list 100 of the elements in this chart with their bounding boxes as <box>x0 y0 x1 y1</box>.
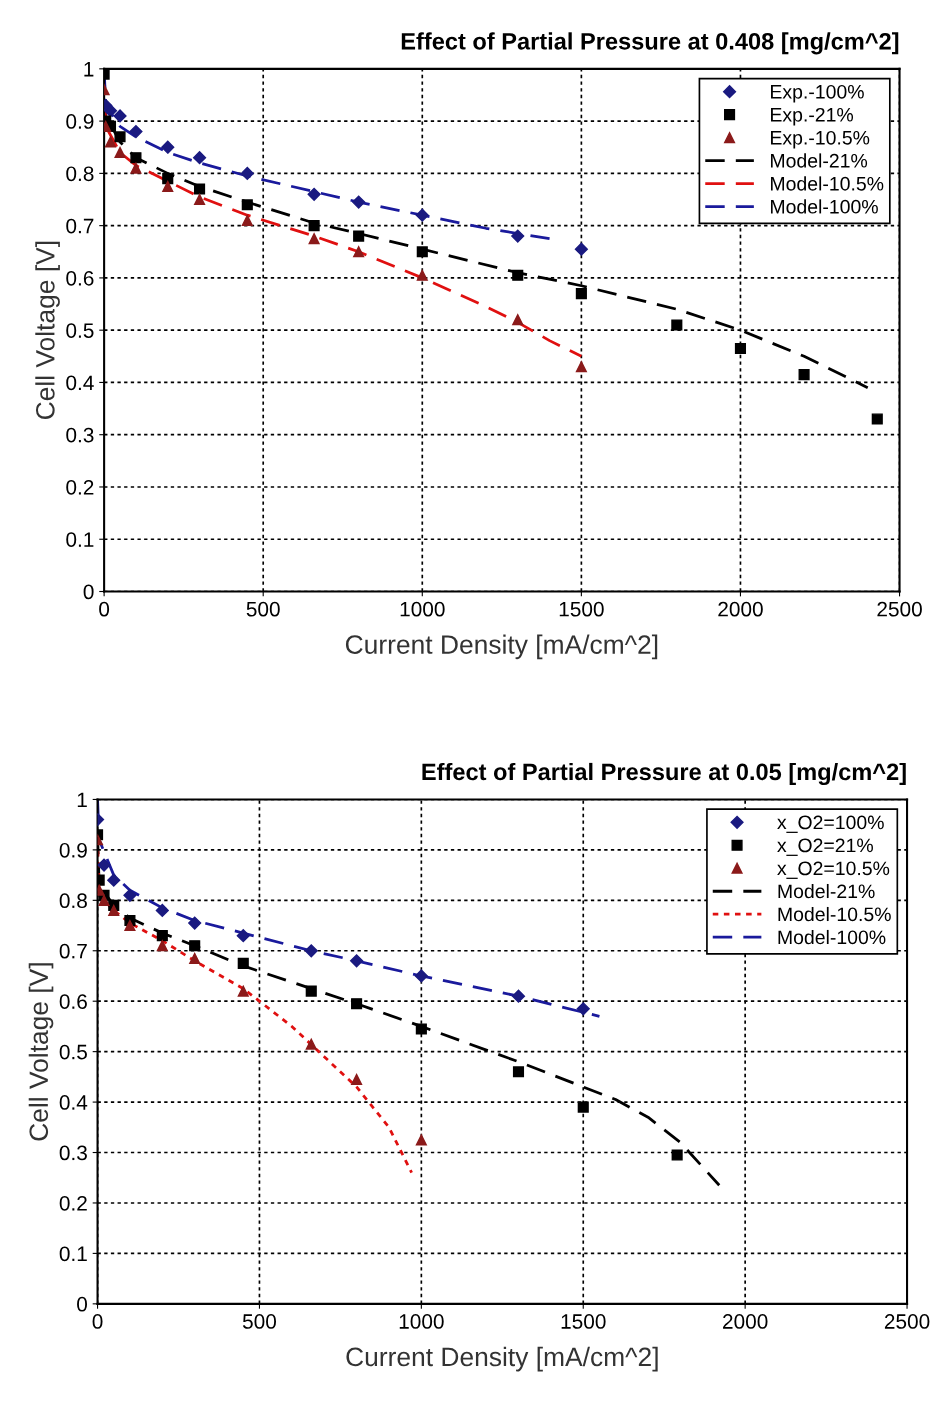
point <box>574 242 588 256</box>
point <box>236 929 250 943</box>
y-tick-label: 0.7 <box>59 943 87 959</box>
point <box>162 173 174 185</box>
point <box>241 214 253 226</box>
point <box>798 369 810 381</box>
x-tick-label: 500 <box>246 601 280 617</box>
x-tick-label: 0 <box>99 601 110 617</box>
point <box>189 952 201 964</box>
y-tick-label: 0.5 <box>59 1044 87 1060</box>
y-tick-label: 0.1 <box>59 1246 87 1262</box>
y-tick-label: 0.2 <box>66 479 94 495</box>
point <box>351 1073 363 1085</box>
y-tick-label: 0.5 <box>66 323 94 338</box>
y-tick-label: 0.7 <box>66 218 94 234</box>
y-tick-label: 0.6 <box>66 270 94 286</box>
point <box>130 162 142 174</box>
point <box>156 930 168 942</box>
x-tick-label: 1000 <box>399 1314 444 1329</box>
point <box>353 246 365 258</box>
point <box>162 180 174 192</box>
y-tick-label: 0.8 <box>59 893 87 909</box>
point <box>416 246 428 258</box>
point <box>304 944 318 958</box>
point <box>416 269 428 281</box>
point <box>576 1002 590 1016</box>
point <box>577 1101 589 1113</box>
point <box>124 919 136 932</box>
x-tick-label: 500 <box>242 1314 277 1329</box>
legend-label: x_O2=100% <box>777 815 884 833</box>
point <box>512 269 524 281</box>
legend-label: x_O2=21% <box>777 838 873 856</box>
point <box>123 888 137 902</box>
x-axis-title: Current Density [mA/cm^2] <box>345 634 658 660</box>
y-tick-label: 0 <box>83 584 94 600</box>
point <box>575 288 587 300</box>
point <box>240 166 254 180</box>
legend-label: Model-100% <box>771 199 878 214</box>
y-tick-label: 0.1 <box>66 532 94 547</box>
point <box>237 957 249 969</box>
point <box>305 1038 317 1050</box>
legend-label: Exp.-10.5% <box>771 130 870 149</box>
point <box>188 916 202 930</box>
point <box>97 858 111 872</box>
point <box>194 183 206 195</box>
y-tick-label: 0.4 <box>66 375 94 391</box>
chart-title: Effect of Partial Pressure at 0.05 [mg/cm^2] <box>422 762 906 785</box>
point <box>352 195 366 209</box>
x-tick-label: 2000 <box>723 1314 768 1329</box>
point <box>129 124 143 139</box>
y-axis-title: Cell Voltage [V] <box>28 963 54 1141</box>
y-tick-label: 1 <box>77 792 87 807</box>
y-tick-label: 0.3 <box>59 1145 87 1161</box>
point <box>130 152 142 164</box>
legend-label: Model-10.5% <box>771 176 884 191</box>
point <box>871 413 883 425</box>
point <box>98 894 110 906</box>
y-tick-label: 0 <box>77 1296 88 1312</box>
point <box>511 229 525 243</box>
point <box>237 985 249 997</box>
point <box>308 220 320 232</box>
point <box>353 230 365 242</box>
point <box>156 940 168 952</box>
legend-label: Model-21% <box>778 883 875 899</box>
point <box>415 208 429 222</box>
point <box>113 109 127 123</box>
point <box>114 146 126 159</box>
point <box>107 873 121 887</box>
point <box>671 1149 683 1161</box>
y-axis-title: Cell Voltage [V] <box>35 241 60 420</box>
x-tick-label: 2500 <box>884 1314 930 1329</box>
point <box>671 319 683 331</box>
point <box>351 998 363 1010</box>
point <box>307 187 321 201</box>
point <box>161 140 175 154</box>
y-tick-label: 0.9 <box>66 114 94 129</box>
y-tick-label: 1 <box>84 62 94 77</box>
point <box>350 954 364 968</box>
point <box>104 104 118 118</box>
point <box>415 1134 427 1146</box>
legend-label: x_O2=10.5% <box>777 861 890 879</box>
point <box>308 233 320 245</box>
y-tick-label: 0.2 <box>59 1195 87 1211</box>
point <box>108 904 120 916</box>
point <box>104 136 117 148</box>
point <box>575 361 587 373</box>
y-tick-label: 0.8 <box>66 166 94 182</box>
point <box>114 131 126 143</box>
point <box>241 199 253 211</box>
point <box>305 985 317 997</box>
legend-label: Exp.-100% <box>771 84 864 103</box>
chart-title: Effect of Partial Pressure at 0.408 [mg/cm^2] <box>401 32 899 55</box>
point <box>414 969 428 983</box>
point <box>512 1066 525 1078</box>
x-tick-label: 1000 <box>400 601 445 617</box>
legend-label: Exp.-21% <box>771 107 854 126</box>
y-tick-label: 0.4 <box>59 1095 88 1110</box>
point <box>189 940 201 952</box>
legend-label: Model-100% <box>778 929 886 945</box>
x-tick-label: 1500 <box>561 1314 606 1329</box>
